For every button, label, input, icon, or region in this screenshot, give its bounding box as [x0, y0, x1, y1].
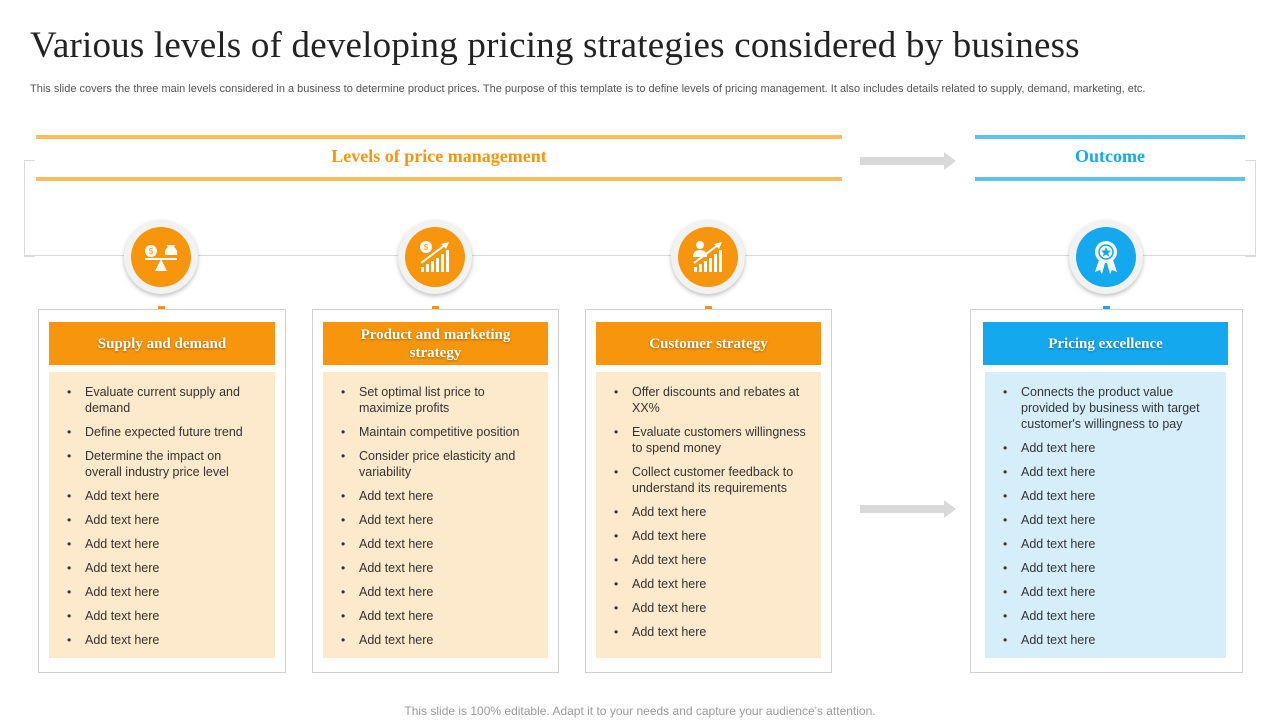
list-item: Add text here	[612, 600, 807, 616]
card-pricing-excellence: Pricing excellence Connects the product …	[970, 309, 1243, 673]
balance-scale-icon: $	[145, 245, 178, 271]
list-item: Add text here	[65, 536, 261, 552]
card-supply-demand: Supply and demand Evaluate current suppl…	[38, 309, 286, 673]
list-item: Add text here	[339, 488, 534, 504]
card-list: Offer discounts and rebates at XX% Evalua…	[596, 372, 821, 640]
card-list: Set optimal list price to maximize profi…	[323, 372, 548, 648]
list-item: Add text here	[612, 624, 807, 640]
list-item: Evaluate customers willingness to spend …	[612, 424, 807, 456]
list-item: Evaluate current supply and demand	[65, 384, 261, 416]
card-body: Connects the product value provided by b…	[985, 372, 1226, 658]
list-item: Add text here	[339, 608, 534, 624]
horizontal-connector	[24, 255, 1256, 256]
body-arrow	[860, 500, 956, 518]
list-item: Add text here	[612, 576, 807, 592]
list-item: Add text here	[339, 560, 534, 576]
list-item: Add text here	[1001, 536, 1212, 552]
outcome-band-top	[975, 135, 1245, 139]
list-item: Maintain competitive position	[339, 424, 534, 440]
supply-demand-icon-ring: $	[124, 220, 198, 294]
list-item: Add text here	[1001, 560, 1212, 576]
page-subtitle: This slide covers the three main levels …	[30, 83, 1146, 95]
list-item: Define expected future trend	[65, 424, 261, 440]
list-item: Add text here	[65, 608, 261, 624]
right-connector	[1245, 160, 1256, 257]
list-item: Determine the impact on overall industry…	[65, 448, 261, 480]
list-item: Add text here	[1001, 632, 1212, 648]
levels-band-top	[36, 135, 842, 139]
card-list: Connects the product value provided by b…	[985, 372, 1226, 648]
card-list: Evaluate current supply and demand Define…	[49, 372, 275, 648]
list-item: Add text here	[339, 512, 534, 528]
list-item: Consider price elasticity and variabilit…	[339, 448, 534, 480]
list-item: Add text here	[65, 488, 261, 504]
list-item: Offer discounts and rebates at XX%	[612, 384, 807, 416]
levels-header: Levels of price management	[331, 146, 547, 166]
list-item: Add text here	[339, 584, 534, 600]
list-item: Add text here	[1001, 512, 1212, 528]
card-heading: Product and marketing strategy	[323, 322, 548, 365]
levels-band-bottom	[36, 177, 842, 181]
list-item: Add text here	[65, 584, 261, 600]
list-item: Add text here	[65, 632, 261, 648]
list-item: Add text here	[1001, 608, 1212, 624]
list-item: Add text here	[612, 552, 807, 568]
outcome-band-bottom	[975, 177, 1245, 181]
list-item: Add text here	[1001, 584, 1212, 600]
svg-text:$: $	[424, 243, 429, 252]
pricing-excellence-icon-ring	[1069, 220, 1143, 294]
footer-note: This slide is 100% editable. Adapt it to…	[404, 704, 876, 718]
award-badge-icon	[1095, 241, 1117, 274]
list-item: Add text here	[612, 504, 807, 520]
card-heading: Supply and demand	[49, 322, 275, 365]
customer-growth-icon	[693, 241, 722, 272]
list-item: Collect customer feedback to understand …	[612, 464, 807, 496]
card-body: Set optimal list price to maximize profi…	[323, 372, 548, 658]
list-item: Add text here	[1001, 440, 1212, 456]
card-body: Offer discounts and rebates at XX% Evalua…	[596, 372, 821, 658]
customer-strategy-icon-ring	[671, 220, 745, 294]
list-item: Set optimal list price to maximize profi…	[339, 384, 534, 416]
card-body: Evaluate current supply and demand Define…	[49, 372, 275, 658]
card-heading: Pricing excellence	[983, 322, 1228, 365]
list-item: Add text here	[1001, 464, 1212, 480]
list-item: Add text here	[339, 632, 534, 648]
card-customer-strategy: Customer strategy Offer discounts and re…	[585, 309, 832, 673]
list-item: Connects the product value provided by b…	[1001, 384, 1212, 432]
growth-chart-icon: $	[420, 241, 449, 272]
outcome-header: Outcome	[1075, 146, 1145, 166]
page-title: Various levels of developing pricing str…	[30, 25, 1080, 66]
header-arrow	[860, 152, 956, 170]
list-item: Add text here	[612, 528, 807, 544]
svg-text:$: $	[149, 247, 154, 256]
list-item: Add text here	[65, 560, 261, 576]
list-item: Add text here	[339, 536, 534, 552]
card-product-marketing: Product and marketing strategy Set optim…	[312, 309, 559, 673]
card-heading: Customer strategy	[596, 322, 821, 365]
left-connector	[24, 160, 35, 257]
list-item: Add text here	[65, 512, 261, 528]
product-marketing-icon-ring: $	[398, 220, 472, 294]
list-item: Add text here	[1001, 488, 1212, 504]
